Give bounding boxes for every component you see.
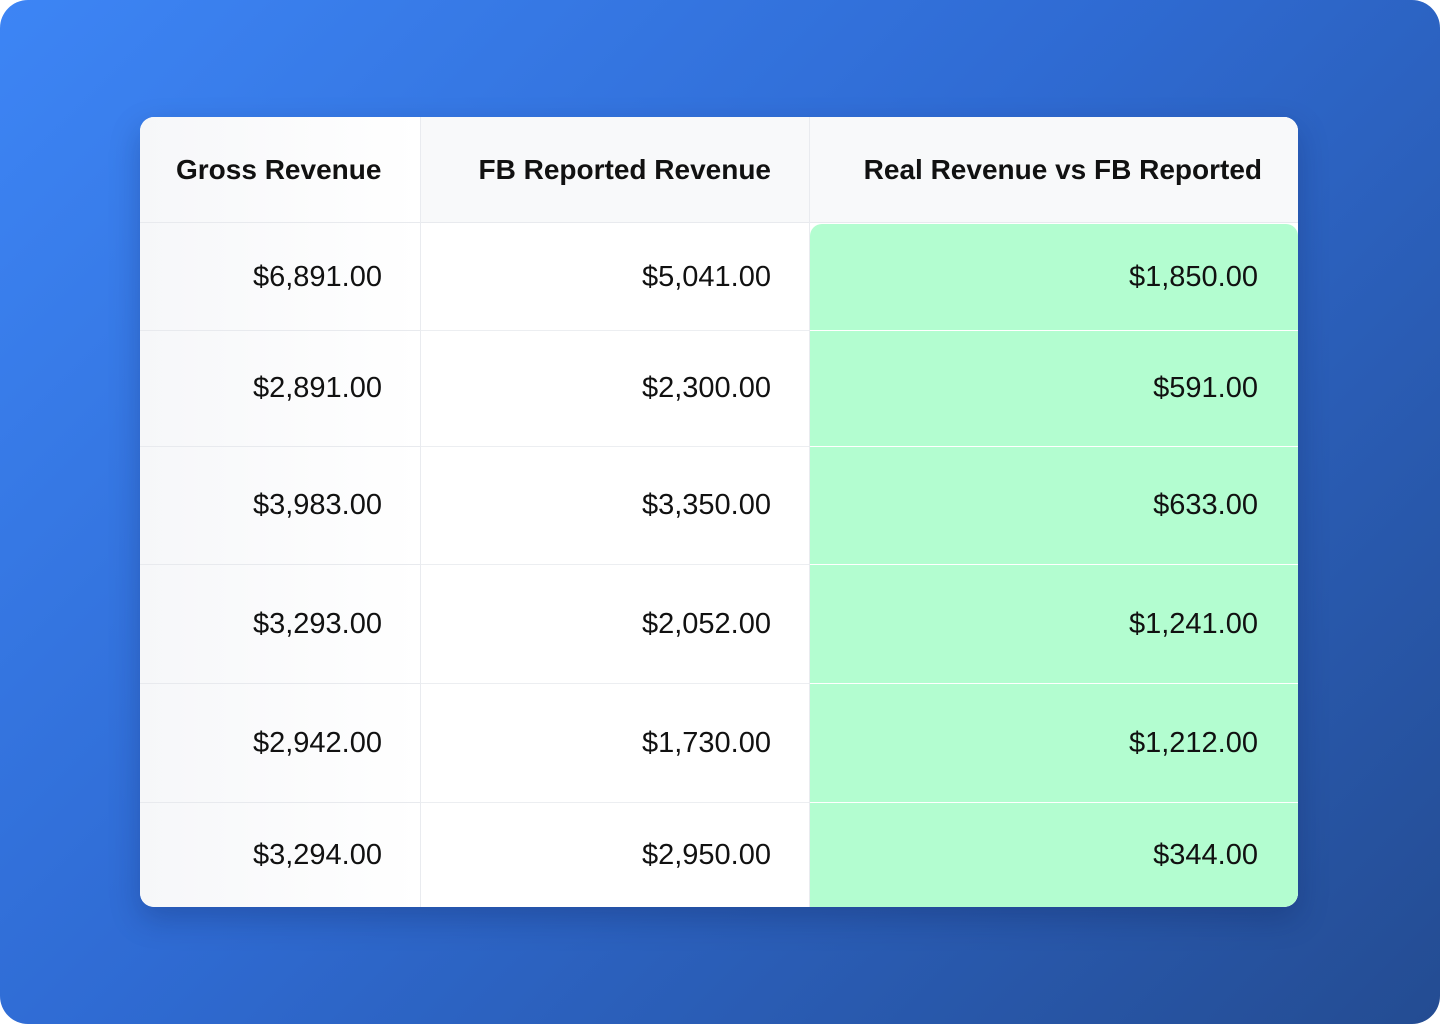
highlighted-cell: $633.00 bbox=[810, 447, 1298, 565]
highlighted-cell: $344.00 bbox=[1153, 838, 1258, 871]
highlighted-cell: $591.00 bbox=[810, 331, 1298, 447]
table-cell: $6,891.00 bbox=[140, 224, 420, 331]
column-header: FB Reported Revenue bbox=[421, 117, 809, 223]
table-cell: $3,293.00 bbox=[140, 565, 420, 684]
table-cell: $5,041.00 bbox=[421, 224, 809, 331]
column-gross-revenue: Gross Revenue $6,891.00 $2,891.00 $3,983… bbox=[140, 117, 421, 907]
table-cell: $3,294.00 bbox=[252, 838, 382, 871]
table-cell: $2,052.00 bbox=[421, 565, 809, 684]
column-header: Real Revenue vs FB Reported bbox=[810, 117, 1298, 223]
revenue-table: Gross Revenue $6,891.00 $2,891.00 $3,983… bbox=[140, 117, 1298, 907]
highlighted-cell: $1,241.00 bbox=[810, 565, 1298, 684]
table-cell: $2,300.00 bbox=[421, 331, 809, 447]
column-fb-reported-revenue: FB Reported Revenue $5,041.00 $2,300.00 … bbox=[421, 117, 810, 907]
table-cell: $3,983.00 bbox=[140, 447, 420, 565]
highlight-background bbox=[810, 224, 1298, 907]
table-cell: $1,730.00 bbox=[421, 684, 809, 803]
highlighted-cell: $1,850.00 bbox=[810, 224, 1298, 331]
table-cell: $2,942.00 bbox=[140, 684, 420, 803]
table-cell: $2,950.00 bbox=[641, 838, 771, 871]
table-cell: $3,350.00 bbox=[421, 447, 809, 565]
column-header: Gross Revenue bbox=[140, 117, 420, 223]
table-cell: $2,891.00 bbox=[140, 331, 420, 447]
column-real-vs-fb-reported: Real Revenue vs FB Reported $1,850.00 $5… bbox=[810, 117, 1298, 907]
highlighted-cell: $1,212.00 bbox=[810, 684, 1298, 803]
